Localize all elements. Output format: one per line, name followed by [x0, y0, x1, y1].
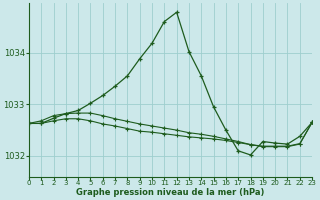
X-axis label: Graphe pression niveau de la mer (hPa): Graphe pression niveau de la mer (hPa): [76, 188, 265, 197]
